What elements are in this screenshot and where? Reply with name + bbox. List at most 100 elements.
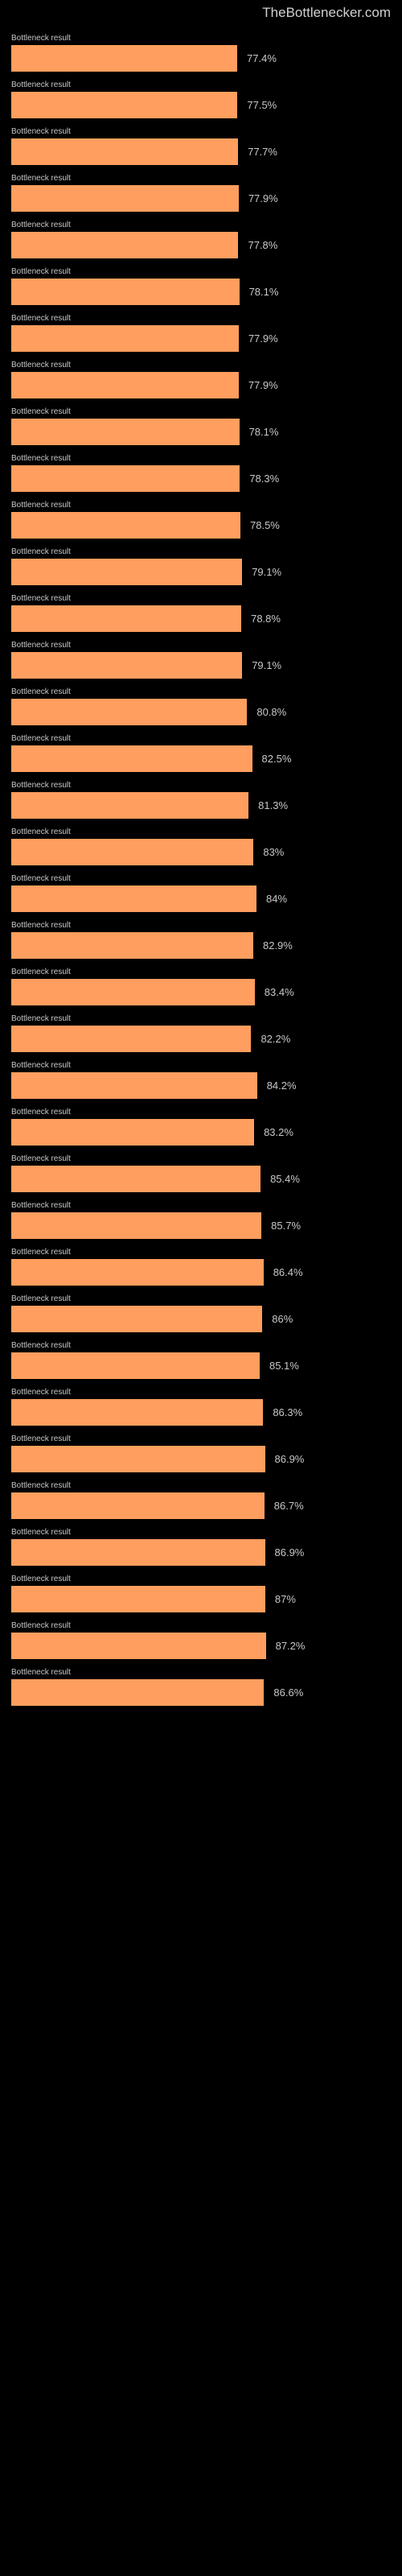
bar-row: Bottleneck result86.6% — [11, 1668, 391, 1706]
bar-row-label: Bottleneck result — [11, 1481, 391, 1490]
bar-row: Bottleneck result78.1% — [11, 267, 391, 305]
bar-row: Bottleneck result83.4% — [11, 968, 391, 1005]
bar-row-content: 80.8% — [11, 699, 391, 725]
bar-value-label: 84% — [266, 893, 287, 905]
bar-row-label: Bottleneck result — [11, 1435, 391, 1443]
bar-fill — [11, 1072, 257, 1099]
bar-row-content: 79.1% — [11, 559, 391, 585]
bar-row-label: Bottleneck result — [11, 1341, 391, 1350]
bar-row-label: Bottleneck result — [11, 314, 391, 323]
bar-row: Bottleneck result78.3% — [11, 454, 391, 492]
bar-row: Bottleneck result84% — [11, 874, 391, 912]
bar-row: Bottleneck result 85.7% — [11, 1201, 391, 1239]
bar-row-content: 87.2% — [11, 1633, 391, 1659]
bar-row-content: 78.8% — [11, 605, 391, 632]
bar-fill — [11, 1633, 266, 1659]
bar-row-label: Bottleneck result — [11, 361, 391, 369]
bar-row-content: 77.9% — [11, 372, 391, 398]
bar-value-label: 87.2% — [276, 1640, 306, 1652]
bar-row-label: Bottleneck result — [11, 828, 391, 836]
bar-row-label: Bottleneck result — [11, 1108, 391, 1117]
bar-fill — [11, 1586, 265, 1612]
bar-value-label: 86.9% — [275, 1453, 305, 1465]
bar-row-content: 85.7% — [11, 1212, 391, 1239]
bar-row: Bottleneck result 77.9% — [11, 361, 391, 398]
bar-row-label: Bottleneck result — [11, 594, 391, 603]
bar-row-content: 86.3% — [11, 1399, 391, 1426]
bar-fill — [11, 325, 239, 352]
bar-value-label: 78.5% — [250, 519, 280, 531]
bar-value-label: 77.9% — [248, 379, 278, 391]
bar-fill — [11, 699, 247, 725]
bar-value-label: 78.1% — [249, 286, 279, 298]
bar-row-content: 77.5% — [11, 92, 391, 118]
bar-row-label: Bottleneck result — [11, 1575, 391, 1583]
bar-row-label: Bottleneck result — [11, 968, 391, 976]
bar-row: Bottleneck result81.3% — [11, 781, 391, 819]
bar-value-label: 85.7% — [271, 1220, 301, 1232]
bar-row-content: 86.7% — [11, 1492, 391, 1519]
bar-row-content: 86% — [11, 1306, 391, 1332]
bar-row-label: Bottleneck result — [11, 1621, 391, 1630]
bar-row-content: 86.9% — [11, 1446, 391, 1472]
bar-value-label: 83.2% — [264, 1126, 293, 1138]
bar-row-label: Bottleneck result — [11, 454, 391, 463]
bar-row-label: Bottleneck result — [11, 34, 391, 43]
bar-value-label: 77.8% — [248, 239, 277, 251]
chart-container: TheBottlenecker.com Bottleneck result77.… — [0, 0, 402, 1726]
bar-row: Bottleneck result82.9% — [11, 921, 391, 959]
bar-row: Bottleneck result 87.2% — [11, 1621, 391, 1659]
bar-fill — [11, 45, 237, 72]
bar-row-label: Bottleneck result — [11, 781, 391, 790]
bar-value-label: 82.9% — [263, 939, 293, 952]
bar-value-label: 83% — [263, 846, 284, 858]
bar-row: Bottleneck result77.9% — [11, 314, 391, 352]
bar-value-label: 80.8% — [256, 706, 286, 718]
bar-row-label: Bottleneck result — [11, 1154, 391, 1163]
bar-row: Bottleneck result 78.8% — [11, 594, 391, 632]
bar-row: Bottleneck result 86.9% — [11, 1435, 391, 1472]
bar-row-label: Bottleneck result — [11, 1668, 391, 1677]
bar-row: Bottleneck result82.2% — [11, 1014, 391, 1052]
bar-value-label: 86% — [272, 1313, 293, 1325]
bar-value-label: 77.5% — [247, 99, 277, 111]
bar-fill — [11, 839, 253, 865]
bar-row-label: Bottleneck result — [11, 1388, 391, 1397]
bar-row-label: Bottleneck result — [11, 221, 391, 229]
bar-row: Bottleneck result77.9% — [11, 174, 391, 212]
bar-value-label: 78.1% — [249, 426, 279, 438]
bar-row: Bottleneck result84.2% — [11, 1061, 391, 1099]
bar-value-label: 77.4% — [247, 52, 277, 64]
bar-row-content: 77.8% — [11, 232, 391, 258]
bar-row: Bottleneck result86% — [11, 1294, 391, 1332]
bar-value-label: 87% — [275, 1593, 296, 1605]
bar-row-label: Bottleneck result — [11, 1201, 391, 1210]
bar-fill — [11, 1352, 260, 1379]
bar-row-content: 85.1% — [11, 1352, 391, 1379]
bar-value-label: 86.3% — [273, 1406, 302, 1418]
bar-fill — [11, 232, 238, 258]
bar-row: Bottleneck result86.4% — [11, 1248, 391, 1286]
bar-row-label: Bottleneck result — [11, 407, 391, 416]
bar-row-content: 87% — [11, 1586, 391, 1612]
bar-row: Bottleneck result82.5% — [11, 734, 391, 772]
bar-fill — [11, 419, 240, 445]
bar-fill — [11, 372, 239, 398]
bar-row-label: Bottleneck result — [11, 80, 391, 89]
bar-row-label: Bottleneck result — [11, 547, 391, 556]
bar-row: Bottleneck result 77.8% — [11, 221, 391, 258]
bar-row-label: Bottleneck result — [11, 1248, 391, 1257]
bar-row-label: Bottleneck result — [11, 174, 391, 183]
bar-value-label: 78.8% — [251, 613, 281, 625]
bar-fill — [11, 792, 248, 819]
bar-row-label: Bottleneck result — [11, 1014, 391, 1023]
bar-fill — [11, 1259, 264, 1286]
bar-row: Bottleneck result 87% — [11, 1575, 391, 1612]
bar-row-content: 83% — [11, 839, 391, 865]
bar-row-label: Bottleneck result — [11, 127, 391, 136]
bar-row-content: 82.5% — [11, 745, 391, 772]
bar-fill — [11, 1119, 254, 1146]
bar-row-label: Bottleneck result — [11, 687, 391, 696]
bar-fill — [11, 1306, 262, 1332]
bar-row: Bottleneck result 78.1% — [11, 407, 391, 445]
